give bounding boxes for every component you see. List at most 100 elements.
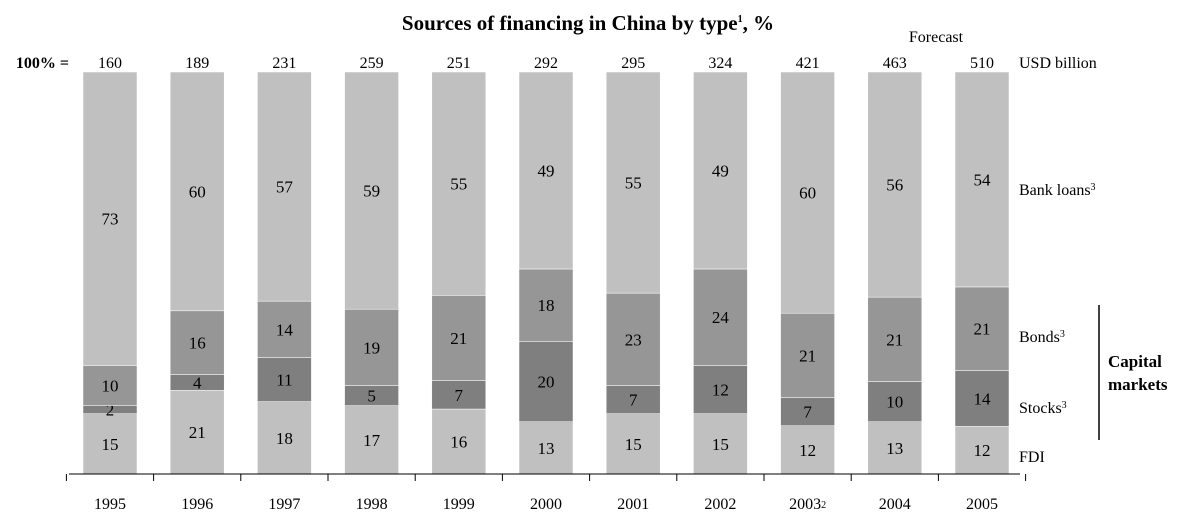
data-label: 15 [625, 435, 642, 454]
x-tick-label: 2004 [879, 496, 911, 513]
data-label: 60 [189, 182, 206, 201]
data-label: 7 [455, 386, 464, 405]
series-label-sup: 3 [1060, 329, 1065, 340]
series-label-sup: 3 [1091, 182, 1096, 193]
data-label: 24 [712, 308, 730, 327]
bar-segment-bank-loans [431, 71, 487, 296]
bar-segment-bank-loans [518, 71, 574, 270]
data-label: 21 [450, 329, 467, 348]
data-label: 17 [363, 431, 381, 450]
bar-segment-fdi [431, 408, 487, 475]
x-tick-label: 1998 [356, 496, 388, 513]
data-label: 57 [276, 178, 294, 197]
bar-segment-stocks [518, 341, 574, 422]
data-label: 13 [886, 439, 903, 458]
data-label: 21 [189, 423, 206, 442]
x-tick-label: 2001 [617, 496, 649, 513]
chart-title-text: Sources of financing in China by type [402, 11, 738, 35]
bar-segment-bank-loans [780, 71, 835, 314]
x-tick-label: 1997 [268, 496, 300, 513]
data-label: 18 [538, 296, 555, 315]
bar-segment-bonds [605, 292, 661, 386]
chart-title-sup: 1 [738, 14, 743, 25]
data-label: 56 [886, 176, 903, 195]
data-label: 14 [974, 389, 992, 408]
data-label: 12 [712, 381, 729, 400]
data-label: 2 [106, 401, 115, 420]
bar-segment-fdi [257, 401, 312, 475]
chart-title-suffix: , % [743, 11, 775, 35]
total-label: 259 [360, 55, 384, 72]
total-unit-label: USD billion [1019, 55, 1097, 72]
data-label: 16 [189, 334, 206, 353]
data-label: 15 [102, 435, 119, 454]
series-label-sup: 3 [1062, 400, 1067, 411]
data-label: 20 [538, 373, 555, 392]
bar-segment-bonds [518, 268, 574, 342]
total-label: 160 [98, 55, 122, 72]
x-tick-label: 1995 [94, 496, 126, 513]
x-tick-label: 2000 [530, 496, 562, 513]
bar-segment-stocks [693, 365, 748, 414]
bar-segment-stocks [867, 381, 923, 422]
data-label: 7 [803, 403, 812, 422]
total-label: 292 [534, 55, 558, 72]
data-label: 54 [974, 170, 992, 189]
data-label: 14 [276, 320, 294, 339]
bar-segment-bonds [257, 300, 312, 358]
x-tick-label-sup: 2 [821, 500, 826, 511]
total-label: 251 [447, 55, 471, 72]
x-tick-label: 1996 [181, 496, 213, 513]
series-label-bonds: Bonds3 [1019, 329, 1065, 346]
data-label: 12 [974, 441, 991, 460]
bar-segment-bonds [954, 286, 1010, 371]
total-label: 189 [185, 55, 209, 72]
bar-segment-fdi [169, 390, 225, 475]
data-label: 16 [450, 433, 467, 452]
bar-segment-stocks [954, 370, 1010, 427]
chart-title: Sources of financing in China by type1, … [402, 11, 774, 35]
x-tick-label: 2002 [704, 496, 736, 513]
bar-segment-fdi [780, 425, 835, 475]
bar-segment-bank-loans [605, 71, 661, 294]
total-label: 231 [272, 55, 296, 72]
bar-segment-bank-loans [867, 71, 923, 298]
x-tick-label: 2005 [966, 496, 998, 513]
total-label: 295 [621, 55, 645, 72]
bar-segment-stocks [780, 397, 835, 427]
data-label: 55 [450, 175, 467, 194]
capital-markets-label-line1: Capital [1108, 352, 1162, 371]
bar-segment-fdi [518, 421, 574, 475]
data-label: 10 [102, 377, 119, 396]
bar-segment-fdi [605, 413, 661, 475]
bar-segment-bank-loans [257, 71, 312, 302]
data-label: 59 [363, 182, 380, 201]
data-label: 49 [538, 161, 555, 180]
data-label: 55 [625, 174, 642, 193]
data-label: 18 [276, 429, 293, 448]
data-label: 21 [799, 346, 816, 365]
data-label: 12 [799, 441, 816, 460]
bar-segment-stocks [257, 357, 312, 402]
total-label: 421 [796, 55, 820, 72]
x-tick-label: 1999 [443, 496, 475, 513]
forecast-label: Forecast [909, 29, 964, 46]
capital-markets-label-line2: markets [1108, 375, 1168, 394]
data-label: 23 [625, 330, 642, 349]
data-label: 73 [102, 210, 119, 229]
data-label: 5 [367, 387, 376, 406]
bar-segment-stocks [431, 380, 487, 410]
bar-segment-bank-loans [344, 71, 399, 310]
bar-segment-bonds [82, 365, 138, 406]
series-label-bank-loans: Bank loans3 [1019, 182, 1096, 199]
data-label: 11 [276, 371, 292, 390]
data-label: 21 [886, 330, 903, 349]
data-label: 15 [712, 435, 729, 454]
bar-segment-bonds [431, 295, 487, 381]
bar-segment-bonds [344, 308, 399, 386]
data-label: 4 [193, 373, 202, 392]
bar-segment-bonds [867, 296, 923, 382]
data-label: 49 [712, 161, 729, 180]
bar-segment-fdi [954, 425, 1010, 475]
